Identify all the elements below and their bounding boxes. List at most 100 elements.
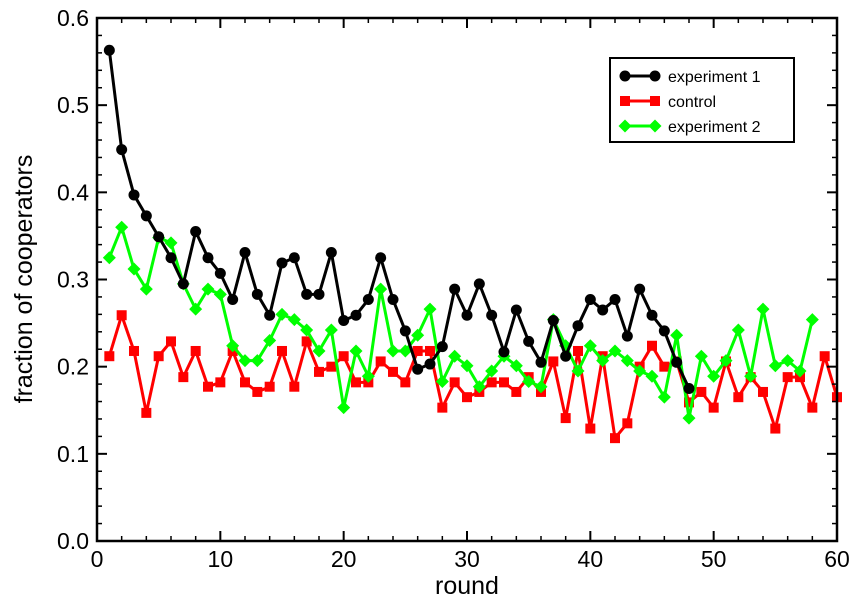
data-point-experiment-1 <box>350 309 362 321</box>
data-point-experiment-1 <box>153 231 165 243</box>
data-point-experiment-1 <box>313 288 325 300</box>
x-tick-label: 40 <box>578 546 604 572</box>
data-point-experiment-2 <box>509 359 523 373</box>
data-point-experiment-2 <box>534 380 548 394</box>
legend-marker-control <box>650 96 660 106</box>
data-point-experiment-2 <box>139 282 153 296</box>
data-point-control <box>548 356 559 367</box>
data-point-control <box>314 366 324 377</box>
data-point-experiment-2 <box>263 334 277 348</box>
data-point-experiment-2 <box>682 411 696 425</box>
data-point-control <box>560 413 571 424</box>
data-point-experiment-1 <box>671 356 683 368</box>
data-point-control <box>733 392 744 403</box>
data-point-experiment-1 <box>165 252 177 264</box>
data-point-experiment-1 <box>264 309 276 321</box>
data-point-experiment-1 <box>498 346 510 358</box>
x-tick-label: 30 <box>454 546 480 572</box>
data-point-experiment-2 <box>423 302 437 316</box>
data-point-experiment-2 <box>238 354 252 368</box>
data-point-experiment-1 <box>535 356 547 368</box>
data-point-experiment-2 <box>250 354 264 368</box>
y-axis-title: fraction of cooperators <box>10 155 38 404</box>
data-point-control <box>400 377 411 388</box>
data-point-experiment-1 <box>239 246 251 258</box>
data-point-experiment-2 <box>275 307 289 321</box>
data-point-control <box>375 356 386 367</box>
x-axis-title: round <box>435 572 499 600</box>
data-point-control <box>351 377 361 388</box>
data-point-experiment-2 <box>522 374 536 388</box>
data-point-experiment-1 <box>523 335 535 347</box>
data-point-experiment-1 <box>436 341 448 353</box>
legend-marker-experiment-1 <box>649 70 661 82</box>
data-point-experiment-1 <box>288 252 300 264</box>
data-point-control <box>684 397 694 408</box>
data-point-control <box>388 366 398 377</box>
data-point-experiment-1 <box>177 278 189 290</box>
data-point-control <box>437 402 448 413</box>
data-point-experiment-2 <box>361 369 375 383</box>
legend: experiment 1 control experiment 2 <box>609 57 795 143</box>
data-point-experiment-1 <box>190 226 202 238</box>
data-point-control <box>647 340 657 351</box>
data-point-control <box>277 345 287 356</box>
data-point-experiment-2 <box>608 344 622 358</box>
data-point-experiment-1 <box>375 252 387 264</box>
data-point-experiment-2 <box>349 344 363 358</box>
data-point-experiment-2 <box>472 380 486 394</box>
data-point-control <box>782 372 793 383</box>
data-point-experiment-2 <box>287 313 301 327</box>
data-point-experiment-1 <box>140 210 152 222</box>
data-point-experiment-1 <box>634 283 646 295</box>
x-tick-label: 0 <box>91 546 104 572</box>
data-point-experiment-2 <box>411 328 425 342</box>
data-point-control <box>190 345 201 356</box>
data-point-control <box>252 386 263 397</box>
data-point-control <box>166 336 176 347</box>
data-point-control <box>659 361 670 372</box>
data-point-experiment-2 <box>571 364 585 378</box>
data-point-experiment-2 <box>731 323 745 337</box>
data-point-experiment-1 <box>547 314 559 326</box>
x-tick-label: 20 <box>331 546 357 572</box>
data-point-experiment-2 <box>781 354 795 368</box>
data-point-experiment-1 <box>683 382 695 394</box>
data-point-control <box>585 423 596 434</box>
data-point-experiment-1 <box>116 144 128 156</box>
data-point-control <box>511 386 522 397</box>
data-point-experiment-2 <box>620 354 634 368</box>
data-point-control <box>153 351 164 362</box>
y-tick-label: 0.5 <box>57 92 89 118</box>
data-point-experiment-1 <box>227 294 239 306</box>
data-point-experiment-1 <box>399 325 411 337</box>
data-point-control <box>141 407 152 418</box>
data-point-experiment-2 <box>213 287 227 301</box>
data-point-experiment-1 <box>251 288 263 300</box>
data-point-experiment-2 <box>719 354 733 368</box>
series-line-experiment-2 <box>107 225 814 420</box>
data-point-experiment-1 <box>597 304 609 316</box>
data-point-experiment-2 <box>201 282 215 296</box>
legend-marker-experiment-2 <box>618 119 632 133</box>
data-point-experiment-1 <box>449 283 461 295</box>
data-point-control <box>129 345 139 356</box>
y-tick-label: 0.0 <box>57 528 89 554</box>
y-tick-label: 0.1 <box>57 441 89 467</box>
y-tick-label: 0.4 <box>57 179 89 205</box>
x-tick-label: 50 <box>701 546 727 572</box>
data-point-experiment-2 <box>312 344 326 358</box>
data-point-control <box>412 345 423 356</box>
data-point-control <box>758 386 768 397</box>
data-point-control <box>462 392 472 403</box>
data-point-experiment-2 <box>657 390 671 404</box>
data-point-experiment-2 <box>435 374 449 388</box>
data-point-experiment-1 <box>609 294 621 306</box>
data-point-experiment-2 <box>226 339 240 353</box>
data-point-experiment-2 <box>102 251 116 265</box>
data-point-experiment-1 <box>103 44 115 56</box>
data-point-experiment-1 <box>621 330 633 342</box>
series-experiment-2 <box>102 220 819 425</box>
data-point-control <box>425 345 435 356</box>
data-point-experiment-2 <box>670 328 684 342</box>
